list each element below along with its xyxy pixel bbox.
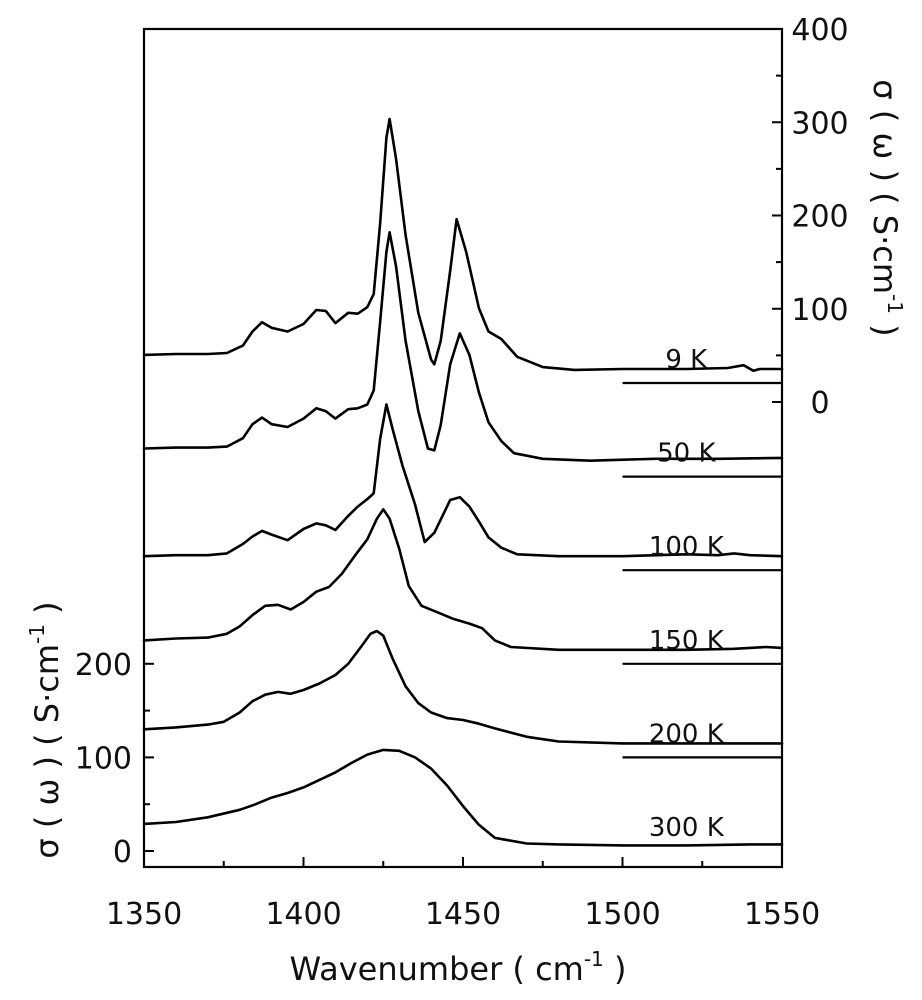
right-axis-title: σ ( ω ) ( S·cm-1 ) bbox=[866, 79, 907, 336]
series-line-5 bbox=[142, 748, 784, 847]
series-line-2 bbox=[142, 403, 784, 558]
series-line-4 bbox=[142, 629, 784, 745]
series-label-3: 150 K bbox=[649, 626, 725, 656]
x-tick-label-4: 1550 bbox=[744, 897, 820, 932]
left-axis-title: σ ( ω ) ( S·cm-1 ) bbox=[25, 601, 66, 858]
right-tick-label-4: 400 bbox=[791, 13, 848, 48]
x-tick-label-1: 1400 bbox=[265, 897, 341, 932]
axis-ticks bbox=[143, 28, 783, 867]
axis-tick-labels: 1350 1400 1450 1500 1550 0 100 200 0 100 200 300 400 bbox=[75, 13, 849, 932]
x-tick-label-0: 1350 bbox=[106, 897, 182, 932]
right-tick-label-3: 300 bbox=[791, 106, 848, 141]
left-tick-label-2: 200 bbox=[75, 648, 132, 683]
series-label-4: 200 K bbox=[649, 719, 725, 749]
series-label-5: 300 K bbox=[649, 813, 725, 843]
zero-baselines bbox=[622, 381, 782, 759]
left-tick-label-0: 0 bbox=[113, 835, 132, 870]
series-label-0: 9 K bbox=[665, 345, 708, 375]
right-tick-label-2: 200 bbox=[791, 200, 848, 235]
spectrum-curves bbox=[142, 117, 784, 847]
x-tick-label-2: 1450 bbox=[425, 897, 501, 932]
series-label-1: 50 K bbox=[657, 439, 716, 469]
series-label-2: 100 K bbox=[649, 532, 725, 562]
series-line-3 bbox=[142, 508, 784, 652]
x-axis-title: Wavenumber ( cm-1 ) bbox=[290, 947, 627, 988]
series-labels: 9 K 50 K 100 K 150 K 200 K 300 K bbox=[649, 345, 725, 843]
right-tick-label-1: 100 bbox=[791, 293, 848, 328]
right-tick-label-0: 0 bbox=[810, 386, 829, 421]
left-tick-label-1: 100 bbox=[75, 741, 132, 776]
x-tick-label-3: 1500 bbox=[584, 897, 660, 932]
series-line-1 bbox=[142, 231, 784, 462]
series-line-0 bbox=[142, 117, 784, 373]
